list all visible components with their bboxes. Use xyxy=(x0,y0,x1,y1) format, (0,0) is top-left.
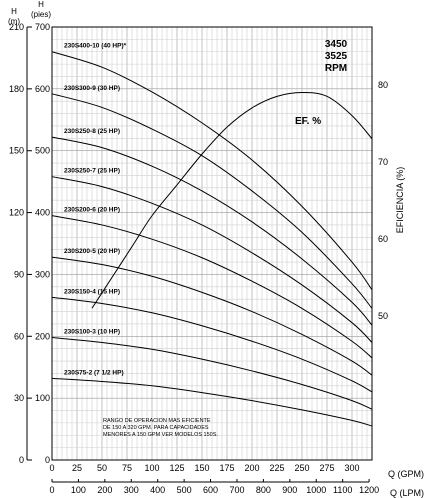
y-feet-unit-line2: (pies) xyxy=(31,10,51,19)
y-eff-tick-50: 50 xyxy=(378,311,388,321)
pump-curve-8 xyxy=(51,337,373,410)
y-feet-tick-500: 500 xyxy=(35,146,50,156)
note-line1: RANGO DE OPERACION MAS EFICIENTE xyxy=(103,418,211,424)
x2-tick-900: 900 xyxy=(282,485,297,495)
x2-tick-1000: 1000 xyxy=(306,485,326,495)
x-tick-250: 250 xyxy=(294,463,309,473)
pump-curve-7 xyxy=(51,296,373,393)
y-m-tick-150: 150 xyxy=(9,146,24,156)
x2-tick-1100: 1100 xyxy=(333,485,352,495)
y-m-tick-90: 90 xyxy=(14,269,24,279)
x-tick-175: 175 xyxy=(219,463,234,473)
x2-tick-800: 800 xyxy=(256,485,271,495)
x-axis-label: Q (GPM) xyxy=(388,469,424,479)
pump-curve-1 xyxy=(51,51,373,291)
y-feet-unit-line1: H xyxy=(38,0,44,9)
rpm-line2: 3525 xyxy=(325,51,348,62)
x2-tick-600: 600 xyxy=(203,485,218,495)
grid-layer xyxy=(51,26,373,461)
y-feet-tick-200: 200 xyxy=(35,331,50,341)
y-m-unit-line2: (m) xyxy=(8,17,20,26)
y-m-tick-30: 30 xyxy=(14,393,24,403)
pump-curve-5 xyxy=(51,215,373,359)
series-label-6: 230S200-5 (20 HP) xyxy=(64,248,120,255)
y-feet-tick-0: 0 xyxy=(45,455,50,465)
pump-curve-9 xyxy=(51,377,373,427)
series-label-4: 230S250-7 (25 HP) xyxy=(64,168,120,175)
x-tick-25: 25 xyxy=(72,463,82,473)
axes-layer: 0306090120150180210010020030040050060070… xyxy=(9,22,388,495)
x2-tick-0: 0 xyxy=(49,485,54,495)
y-feet-tick-700: 700 xyxy=(35,22,50,32)
x-tick-300: 300 xyxy=(344,463,359,473)
x2-tick-400: 400 xyxy=(150,485,165,495)
note-line2: DE 150 A 320 GPM. PARA CAPACIDADES xyxy=(103,425,209,431)
y-m-tick-210: 210 xyxy=(9,22,24,32)
y-m-tick-120: 120 xyxy=(9,208,24,218)
x-tick-0: 0 xyxy=(49,463,54,473)
rpm-line3: RPM xyxy=(325,63,347,74)
x-tick-275: 275 xyxy=(319,463,334,473)
pump-curve-4 xyxy=(51,176,373,343)
rpm-line1: 3450 xyxy=(325,39,348,50)
efficiency-curve xyxy=(91,91,373,309)
y-eff-tick-70: 70 xyxy=(378,157,388,167)
y-m-unit-line1: H xyxy=(11,7,17,16)
pump-curve-2 xyxy=(51,93,373,309)
y-eff-axis-label: EFICIENCIA (%) xyxy=(395,167,405,234)
x2-tick-100: 100 xyxy=(71,485,86,495)
y-m-tick-180: 180 xyxy=(9,84,24,94)
pump-curve-6 xyxy=(51,256,373,376)
series-label-2: 230S300-9 (30 HP) xyxy=(64,85,120,92)
y-eff-tick-80: 80 xyxy=(378,80,388,90)
x2-tick-700: 700 xyxy=(229,485,244,495)
series-label-3: 230S250-8 (25 HP) xyxy=(64,128,120,135)
x2-tick-500: 500 xyxy=(177,485,192,495)
x-tick-125: 125 xyxy=(169,463,184,473)
y-feet-tick-600: 600 xyxy=(35,84,50,94)
x2-axis-label: Q (LPM) xyxy=(390,488,424,498)
series-label-8: 230S100-3 (10 HP) xyxy=(64,329,120,336)
labels-layer: 230S400-10 (40 HP)* 230S300-9 (30 HP) 230S… xyxy=(64,43,127,377)
y-eff-tick-60: 60 xyxy=(378,234,388,244)
x2-tick-200: 200 xyxy=(97,485,112,495)
series-label-1: 230S400-10 (40 HP)* xyxy=(64,43,127,50)
y-m-tick-0: 0 xyxy=(19,455,24,465)
x-tick-150: 150 xyxy=(194,463,209,473)
y-feet-tick-100: 100 xyxy=(35,393,50,403)
x2-tick-300: 300 xyxy=(124,485,139,495)
curves-layer xyxy=(51,51,373,427)
plot-frame xyxy=(51,26,373,461)
x-tick-75: 75 xyxy=(122,463,132,473)
x-tick-100: 100 xyxy=(144,463,159,473)
series-label-9: 230S75-2 (7 1/2 HP) xyxy=(64,369,124,376)
y-feet-tick-300: 300 xyxy=(35,269,50,279)
note-line3: MENORES A 150 GPM VER MODELOS 150S. xyxy=(103,432,218,438)
x2-tick-1200: 1200 xyxy=(359,485,379,495)
series-label-7: 230S150-4 (15 HP) xyxy=(64,288,120,295)
y-feet-tick-400: 400 xyxy=(35,208,50,218)
pump-curve-3 xyxy=(51,136,373,326)
x-tick-200: 200 xyxy=(244,463,259,473)
y-m-tick-60: 60 xyxy=(14,331,24,341)
x-tick-50: 50 xyxy=(97,463,107,473)
efficiency-label: EF. % xyxy=(295,116,321,127)
x-tick-225: 225 xyxy=(269,463,284,473)
series-label-5: 230S200-6 (20 HP) xyxy=(64,207,120,214)
